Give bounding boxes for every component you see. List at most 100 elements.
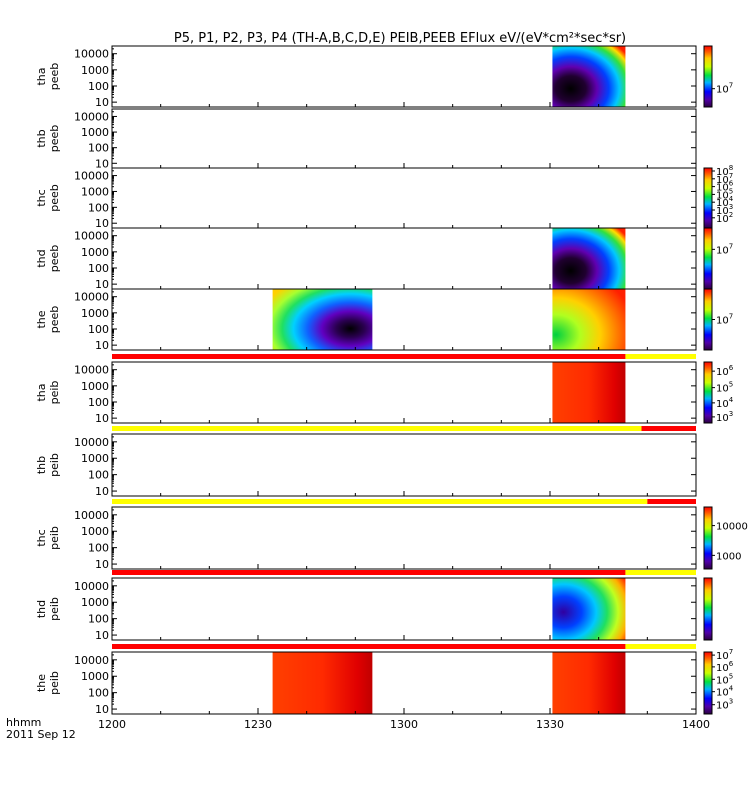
colorbar [703,651,713,715]
colorbar-label: 107 [716,82,733,96]
y-tick-label: 1000 [81,380,109,393]
x-tick-label: 1330 [536,718,564,731]
product-label: peib [48,671,61,695]
y-tick-label: 1000 [81,596,109,609]
panel-thd-peib: 10000 1000 100 10 thd peib [35,570,713,642]
product-label: peeb [48,306,61,334]
y-tick-label: 10 [95,485,109,498]
colorbar-label: 107 [716,313,733,327]
colorbar-label: 10000 [716,522,748,533]
y-tick-label: 100 [88,323,109,336]
mode-bar-segment [647,499,696,504]
probe-label: the [35,674,48,692]
y-tick-label: 100 [88,469,109,482]
y-tick-label: 10000 [74,291,109,304]
y-tick-label: 10 [95,412,109,425]
product-label: peib [48,526,61,550]
y-tick-label: 10 [95,217,109,230]
colorbar-label: 104 [716,685,734,699]
time-axis: 1200 1230 1300 1330 1400 [98,102,710,731]
colorbar [703,45,713,108]
mode-bar-segment [641,426,696,431]
product-label: peeb [48,245,61,273]
colorbar-label: 103 [716,698,733,712]
spectrogram-block [272,289,373,350]
colorbar [703,288,713,351]
product-label: peeb [48,63,61,91]
probe-label: the [35,310,48,328]
mode-bar-segment [625,570,696,575]
y-tick-label: 100 [88,542,109,555]
y-tick-label: 100 [88,396,109,409]
y-tick-label: 100 [88,687,109,700]
y-tick-label: 10000 [74,509,109,522]
colorbar [703,577,713,641]
x-tick-label: 1300 [390,718,418,731]
plot-frame [111,433,697,497]
plot-frame [111,167,697,229]
y-tick-label: 1000 [81,307,109,320]
y-tick-label: 1000 [81,185,109,198]
mode-bar-segment [112,570,626,575]
y-tick-label: 10000 [74,364,109,377]
panel-thb-peib: 10000 1000 100 10 thb peib [35,426,697,498]
y-tick-label: 100 [88,80,109,93]
colorbar [703,361,713,424]
x-tick-label: 1400 [682,718,710,731]
colorbar-label: 107 [716,242,733,256]
y-tick-label: 10000 [74,654,109,667]
y-tick-label: 100 [88,262,109,275]
panel-the-peeb: 10000 1000 100 10 the peeb 107 [35,288,733,352]
colorbar [703,167,713,229]
panel-thb-peeb: 10000 1000 100 10 thb peeb [35,108,697,170]
y-tick-label: 10000 [74,48,109,61]
y-tick-label: 100 [88,201,109,214]
y-tick-label: 10000 [74,230,109,243]
colorbar-label: 104 [716,396,734,410]
y-tick-label: 10 [95,96,109,109]
spectrogram-block [552,362,626,423]
y-tick-label: 1000 [81,452,109,465]
y-tick-label: 10 [95,339,109,352]
product-label: peeb [48,125,61,153]
y-tick-label: 1000 [81,246,109,259]
date-label: 2011 Sep 12 [6,728,76,741]
product-label: peib [48,453,61,477]
mode-bar-segment [112,499,648,504]
y-tick-label: 10 [95,558,109,571]
panel-thc-peib: 10000 1000 100 10 thc peib 10000 1000 [35,499,748,571]
colorbar-label: 102 [716,211,733,225]
colorbar-label: 105 [716,381,733,395]
y-tick-label: 10 [95,278,109,291]
figure-title: P5, P1, P2, P3, P4 (TH-A,B,C,D,E) PEIB,P… [174,31,626,46]
product-label: peeb [48,184,61,212]
y-tick-label: 100 [88,142,109,155]
mode-bar-segment [625,644,696,649]
colorbar-label: 103 [716,410,733,424]
mode-bar-segment [112,644,626,649]
x-tick-label: 1200 [98,718,126,731]
plot-frame [111,506,697,570]
spectrogram-block [552,289,626,350]
panel-tha-peeb: 10000 1000 100 10 tha peeb 107 [35,45,733,109]
probe-label: thc [35,529,48,546]
spectrogram-block [272,652,373,714]
y-tick-label: 10000 [74,580,109,593]
x-tick-label: 1230 [244,718,272,731]
time-label-hhmm: hhmm [6,716,41,729]
product-label: peib [48,597,61,621]
y-tick-label: 100 [88,613,109,626]
mode-bar-segment [112,354,626,359]
y-tick-label: 1000 [81,670,109,683]
probe-label: thc [35,189,48,206]
y-tick-label: 1000 [81,525,109,538]
probe-label: thd [35,600,48,618]
spectrogram-block [552,652,626,714]
y-tick-label: 10 [95,629,109,642]
spectrogram-block [552,228,626,289]
probe-label: tha [35,383,48,401]
